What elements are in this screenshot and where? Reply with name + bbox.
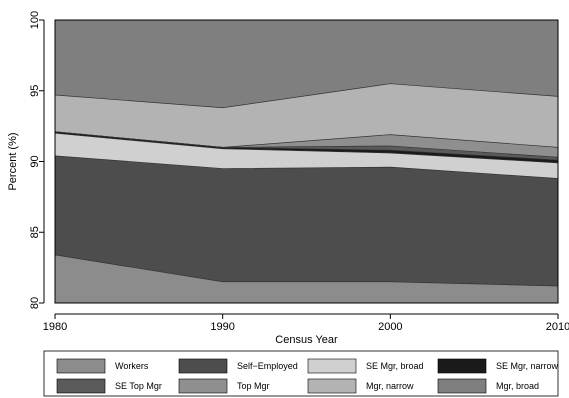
x-tick-label-2010: 2010 — [546, 321, 569, 333]
area-top-mgr — [55, 131, 558, 158]
x-tick-label-1980: 1980 — [43, 321, 67, 333]
legend-swatch-workers — [56, 358, 106, 374]
boundary-mgr-narrow — [54, 83, 559, 109]
y-tick-label-80: 80 — [29, 297, 41, 309]
legend-swatch-se-mgr-broad — [307, 358, 357, 374]
legend: Workers Self−Employed SE Mgr, broad SE Mgr,… — [43, 350, 559, 397]
y-tick-label-100: 100 — [29, 11, 41, 29]
x-tick-label-1990: 1990 — [210, 321, 234, 333]
legend-swatch-mgr-broad — [437, 378, 487, 394]
legend-swatch-se-mgr-narrow — [437, 358, 487, 374]
area-mgr-narrow — [55, 83, 558, 148]
legend-label-se-mgr-narrow: SE Mgr, narrow — [496, 361, 559, 371]
y-tick-label-95: 95 — [29, 85, 41, 97]
y-tick-label-85: 85 — [29, 226, 41, 238]
legend-label-self-employed: Self−Employed — [237, 361, 298, 371]
legend-label-workers: Workers — [115, 361, 149, 371]
legend-swatch-se-top-mgr — [56, 378, 106, 394]
boundary-self-employed — [54, 155, 559, 179]
y-tick-label-90: 90 — [29, 155, 41, 167]
legend-label-se-mgr-broad: SE Mgr, broad — [366, 361, 424, 371]
x-axis-title: Census Year — [275, 334, 338, 346]
area-se-mgr-broad — [55, 133, 558, 179]
area-workers — [55, 254, 558, 303]
legend-label-top-mgr: Top Mgr — [237, 381, 270, 391]
boundary-top-mgr — [54, 131, 559, 148]
area-self-employed — [55, 155, 558, 287]
x-tick-label-2000: 2000 — [378, 321, 402, 333]
axes: 1980 1990 2000 2010 80 85 90 95 100 — [29, 11, 569, 333]
boundary-workers — [54, 254, 559, 287]
legend-swatch-self-employed — [178, 358, 228, 374]
plot-areas — [54, 20, 559, 303]
boundary-se-mgr-broad — [54, 132, 559, 164]
y-axis-title: Percent (%) — [7, 132, 19, 190]
legend-label-se-top-mgr: SE Top Mgr — [115, 381, 162, 391]
legend-swatch-top-mgr — [178, 378, 228, 394]
area-mgr-broad — [55, 20, 558, 108]
legend-label-mgr-narrow: Mgr, narrow — [366, 381, 414, 391]
legend-label-mgr-broad: Mgr, broad — [496, 381, 539, 391]
legend-swatch-mgr-narrow — [307, 378, 357, 394]
area-se-mgr-narrow — [55, 131, 558, 163]
plot-frame — [54, 19, 559, 304]
